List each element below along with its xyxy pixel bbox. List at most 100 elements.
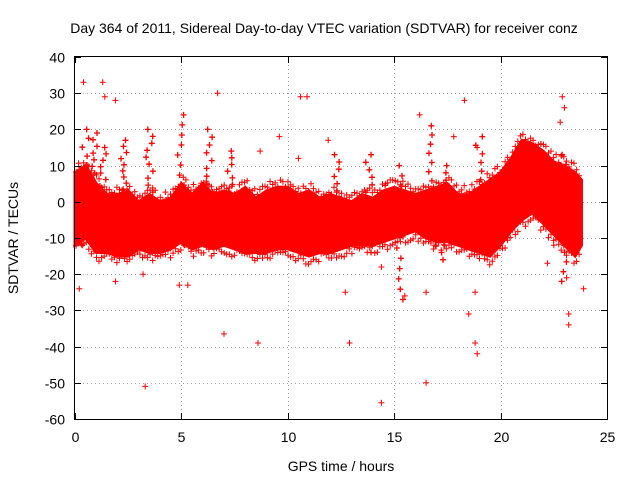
outlier-point [504,235,510,241]
data-point [562,161,569,168]
data-point [499,166,506,173]
data-point [472,211,479,218]
data-point [264,184,271,191]
data-point [244,177,251,184]
data-point [558,278,565,285]
data-point [341,195,348,202]
data-point [228,235,235,241]
x-tick-label: 20 [494,429,510,445]
data-point [364,234,371,241]
data-point [177,162,184,168]
data-point [96,182,103,189]
data-point [576,172,583,179]
chart-title: Day 364 of 2011, Sidereal Day-to-day VTE… [70,20,578,36]
data-point [348,250,355,257]
data-point [89,216,96,223]
data-point [121,216,128,223]
data-point [476,255,483,262]
data-point [362,189,369,196]
data-point [101,144,108,151]
data-point [259,255,266,262]
data-point [256,186,263,193]
data-point [561,249,568,256]
data-point [478,168,485,175]
outlier-point [423,379,430,386]
data-point [429,132,435,138]
data-point [481,255,488,262]
data-point [484,256,491,263]
data-point [542,143,549,150]
x-axis-label: GPS time / hours [288,458,395,474]
data-point [145,182,152,189]
outlier-point [416,111,423,118]
outlier-point [565,321,572,328]
data-point [560,242,567,249]
data-spike [79,126,92,249]
data-point [97,163,104,170]
outlier-point [580,285,587,292]
data-point [96,258,102,265]
data-point [143,196,149,202]
data-point [519,131,526,138]
data-point [195,247,202,253]
outlier-point [101,93,108,100]
data-point [97,189,104,196]
data-point [376,187,383,194]
data-point [395,275,402,282]
data-point [144,126,151,133]
data-point [157,252,164,259]
data-point [331,250,337,257]
data-point [84,153,91,160]
data-point [558,171,565,178]
data-point [228,154,235,161]
data-point [167,191,174,198]
data-point [295,255,302,262]
data-point [438,249,445,256]
data-point [407,185,414,192]
data-point [203,227,210,234]
data-point [165,247,171,254]
data-point [466,188,473,195]
data-point [399,296,406,303]
data-point [397,224,404,231]
data-point [142,190,148,197]
y-tick-label: 20 [49,122,65,138]
data-point [336,159,343,165]
data-point [443,245,450,252]
data-point [118,155,124,162]
data-point [435,239,442,246]
data-point [226,221,233,228]
data-point [94,143,100,150]
data-point [75,240,82,247]
data-point [88,190,95,197]
data-point [102,221,108,228]
data-point [144,209,151,216]
data-point [152,252,159,259]
data-point [537,227,544,234]
data-point [180,111,187,118]
data-point [190,181,197,188]
data-point [90,150,97,157]
data-point [399,233,406,240]
data-point [83,239,90,246]
data-point [396,162,403,169]
outlier-point [76,285,83,292]
data-point [550,154,557,161]
data-point [224,168,231,175]
data-point [558,210,565,217]
data-point [83,126,90,133]
data-point [120,186,127,193]
data-point [144,147,151,154]
data-point [412,231,419,238]
data-point [558,153,565,159]
data-point [398,193,405,200]
data-spike [174,111,188,249]
data-point [143,154,150,161]
data-point [532,142,539,149]
data-point [262,183,268,190]
x-tick-label: 10 [281,429,297,445]
data-point [174,152,181,158]
data-point [148,140,155,147]
y-tick-label: -30 [45,303,65,319]
data-point [410,188,417,195]
